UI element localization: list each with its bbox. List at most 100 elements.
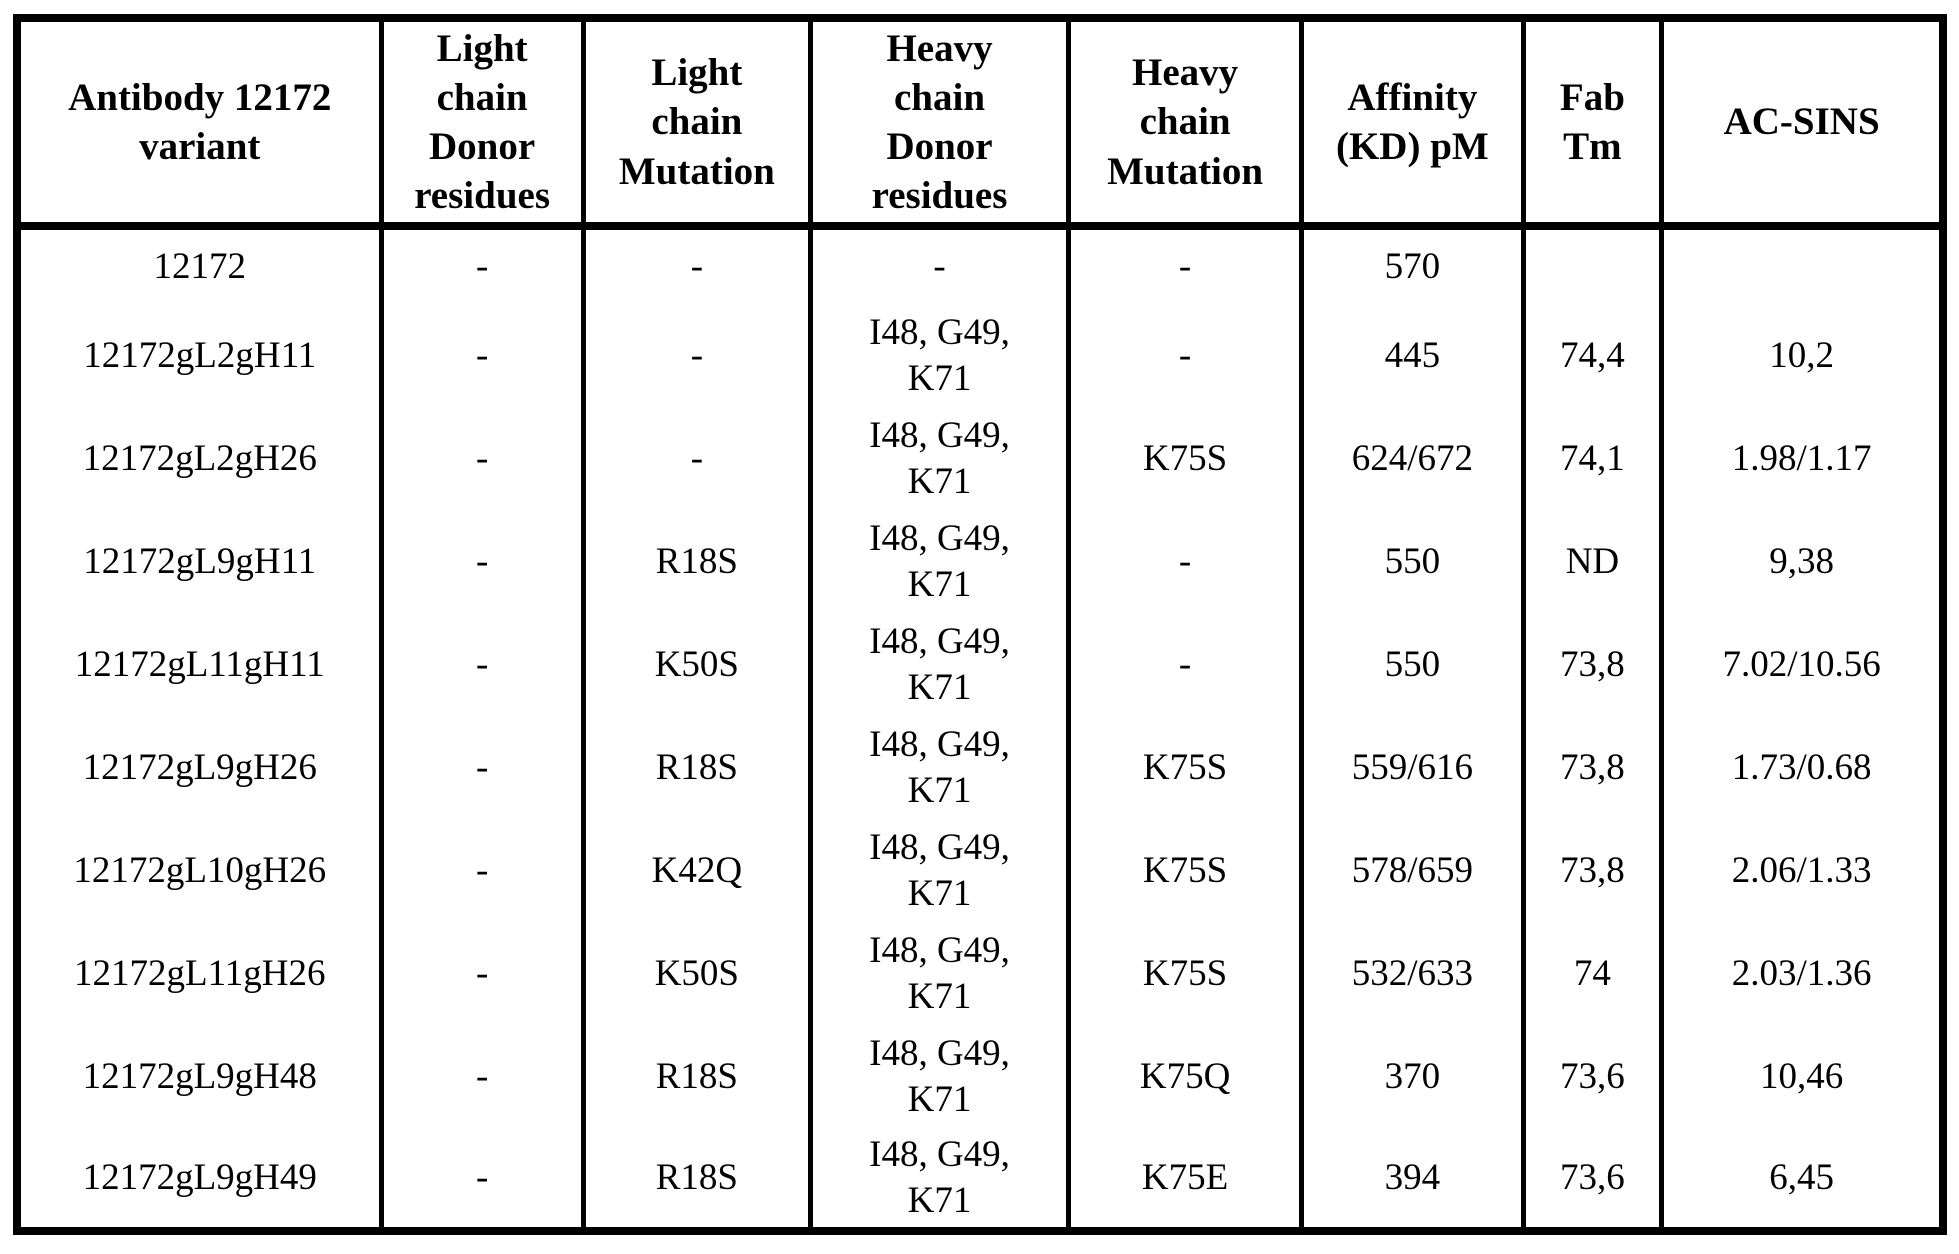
hc-mutation-cell: K75S bbox=[1066, 716, 1305, 819]
hc-mutation-cell: - bbox=[1066, 613, 1305, 716]
column-header-variant: Antibody 12172 variant bbox=[14, 18, 384, 230]
fab-tm-cell: 73,6 bbox=[1520, 1025, 1665, 1128]
table-row: 12172gL2gH11- - I48, G49, K71-445 74,4 10,2 bbox=[14, 304, 1946, 407]
variant-cell: 12172gL11gH11 bbox=[14, 613, 384, 716]
hc-mutation-cell: - bbox=[1066, 304, 1305, 407]
variant-cell: 12172gL2gH11 bbox=[14, 304, 384, 407]
fab-tm-cell: 74,4 bbox=[1520, 304, 1665, 407]
table-row: 12172gL11gH26- K50S I48, G49, K71 K75S 532/6… bbox=[14, 922, 1946, 1025]
antibody-variants-table: Antibody 12172 variant Light chain Donor… bbox=[13, 14, 1947, 1235]
lc-donor-residues-cell: - bbox=[378, 1128, 586, 1231]
lc-mutation-cell: - bbox=[580, 407, 813, 510]
lc-mutation-cell: R18S bbox=[580, 1128, 813, 1231]
table-row: 12172- - - -570 bbox=[14, 226, 1946, 304]
column-header-ac-sins: AC-SINS bbox=[1659, 18, 1946, 230]
header-row: Antibody 12172 variant Light chain Donor… bbox=[14, 18, 1946, 230]
hc-donor-residues-cell: I48, G49, K71 bbox=[807, 716, 1072, 819]
hc-donor-residues-cell: I48, G49, K71 bbox=[807, 922, 1072, 1025]
affinity-kd-pm-cell: 550 bbox=[1299, 510, 1526, 613]
ac-sins-cell bbox=[1659, 226, 1946, 304]
hc-donor-residues-cell: I48, G49, K71 bbox=[807, 1025, 1072, 1128]
table-row: 12172gL11gH11- K50S I48, G49, K71-550 73,8 7… bbox=[14, 613, 1946, 716]
hc-mutation-cell: K75Q bbox=[1066, 1025, 1305, 1128]
hc-donor-residues-cell: I48, G49, K71 bbox=[807, 1128, 1072, 1231]
affinity-kd-pm-cell: 559/616 bbox=[1299, 716, 1526, 819]
lc-mutation-cell: R18S bbox=[580, 1025, 813, 1128]
ac-sins-cell: 2.06/1.33 bbox=[1659, 819, 1946, 922]
hc-donor-residues-cell: I48, G49, K71 bbox=[807, 819, 1072, 922]
variant-cell: 12172gL9gH11 bbox=[14, 510, 384, 613]
lc-donor-residues-cell: - bbox=[378, 613, 586, 716]
lc-donor-residues-cell: - bbox=[378, 716, 586, 819]
lc-donor-residues-cell: - bbox=[378, 226, 586, 304]
lc-mutation-cell: R18S bbox=[580, 716, 813, 819]
lc-mutation-cell: K50S bbox=[580, 613, 813, 716]
column-header-fab-tm: Fab Tm bbox=[1520, 18, 1665, 230]
lc-mutation-cell: K50S bbox=[580, 922, 813, 1025]
fab-tm-cell: 74,1 bbox=[1520, 407, 1665, 510]
hc-donor-residues-cell: I48, G49, K71 bbox=[807, 304, 1072, 407]
variant-cell: 12172gL2gH26 bbox=[14, 407, 384, 510]
lc-donor-residues-cell: - bbox=[378, 819, 586, 922]
table-row: 12172gL9gH11- R18S I48, G49, K71-550 ND 9,38 bbox=[14, 510, 1946, 613]
column-header-lc-mutation: Light chain Mutation bbox=[580, 18, 813, 230]
column-header-affinity-kd-pm: Affinity (KD) pM bbox=[1299, 18, 1526, 230]
affinity-kd-pm-cell: 624/672 bbox=[1299, 407, 1526, 510]
lc-donor-residues-cell: - bbox=[378, 304, 586, 407]
fab-tm-cell: ND bbox=[1520, 510, 1665, 613]
hc-mutation-cell: K75S bbox=[1066, 407, 1305, 510]
hc-donor-residues-cell: I48, G49, K71 bbox=[807, 407, 1072, 510]
lc-donor-residues-cell: - bbox=[378, 1025, 586, 1128]
ac-sins-cell: 2.03/1.36 bbox=[1659, 922, 1946, 1025]
ac-sins-cell: 10,2 bbox=[1659, 304, 1946, 407]
lc-donor-residues-cell: - bbox=[378, 407, 586, 510]
lc-mutation-cell: K42Q bbox=[580, 819, 813, 922]
lc-mutation-cell: - bbox=[580, 304, 813, 407]
lc-mutation-cell: - bbox=[580, 226, 813, 304]
hc-mutation-cell: - bbox=[1066, 510, 1305, 613]
lc-mutation-cell: R18S bbox=[580, 510, 813, 613]
ac-sins-cell: 1.98/1.17 bbox=[1659, 407, 1946, 510]
affinity-kd-pm-cell: 394 bbox=[1299, 1128, 1526, 1231]
table-row: 12172gL9gH26- R18S I48, G49, K71 K75S 559/61… bbox=[14, 716, 1946, 819]
variant-cell: 12172gL9gH26 bbox=[14, 716, 384, 819]
affinity-kd-pm-cell: 578/659 bbox=[1299, 819, 1526, 922]
hc-donor-residues-cell: - bbox=[807, 226, 1072, 304]
column-header-hc-mutation: Heavy chain Mutation bbox=[1066, 18, 1305, 230]
variant-cell: 12172 bbox=[14, 226, 384, 304]
table-row: 12172gL2gH26- - I48, G49, K71 K75S 624/672 74… bbox=[14, 407, 1946, 510]
affinity-kd-pm-cell: 532/633 bbox=[1299, 922, 1526, 1025]
affinity-kd-pm-cell: 550 bbox=[1299, 613, 1526, 716]
affinity-kd-pm-cell: 445 bbox=[1299, 304, 1526, 407]
table-row: 12172gL9gH49- R18S I48, G49, K71 K75E 394 73,… bbox=[14, 1128, 1946, 1231]
table-row: 12172gL9gH48- R18S I48, G49, K71 K75Q 370 73,… bbox=[14, 1025, 1946, 1128]
fab-tm-cell: 73,8 bbox=[1520, 613, 1665, 716]
ac-sins-cell: 6,45 bbox=[1659, 1128, 1946, 1231]
fab-tm-cell bbox=[1520, 226, 1665, 304]
variant-cell: 12172gL9gH49 bbox=[14, 1128, 384, 1231]
column-header-lc-donor-residues: Light chain Donor residues bbox=[378, 18, 586, 230]
column-header-hc-donor-residues: Heavy chain Donor residues bbox=[807, 18, 1072, 230]
variant-cell: 12172gL9gH48 bbox=[14, 1025, 384, 1128]
lc-donor-residues-cell: - bbox=[378, 510, 586, 613]
affinity-kd-pm-cell: 570 bbox=[1299, 226, 1526, 304]
hc-donor-residues-cell: I48, G49, K71 bbox=[807, 510, 1072, 613]
variant-cell: 12172gL10gH26 bbox=[14, 819, 384, 922]
hc-mutation-cell: K75S bbox=[1066, 922, 1305, 1025]
variant-cell: 12172gL11gH26 bbox=[14, 922, 384, 1025]
ac-sins-cell: 10,46 bbox=[1659, 1025, 1946, 1128]
table-row: 12172gL10gH26- K42Q I48, G49, K71 K75S 578/6… bbox=[14, 819, 1946, 922]
fab-tm-cell: 73,6 bbox=[1520, 1128, 1665, 1231]
hc-mutation-cell: K75S bbox=[1066, 819, 1305, 922]
fab-tm-cell: 74 bbox=[1520, 922, 1665, 1025]
lc-donor-residues-cell: - bbox=[378, 922, 586, 1025]
hc-donor-residues-cell: I48, G49, K71 bbox=[807, 613, 1072, 716]
hc-mutation-cell: K75E bbox=[1066, 1128, 1305, 1231]
fab-tm-cell: 73,8 bbox=[1520, 819, 1665, 922]
ac-sins-cell: 1.73/0.68 bbox=[1659, 716, 1946, 819]
affinity-kd-pm-cell: 370 bbox=[1299, 1025, 1526, 1128]
ac-sins-cell: 9,38 bbox=[1659, 510, 1946, 613]
hc-mutation-cell: - bbox=[1066, 226, 1305, 304]
fab-tm-cell: 73,8 bbox=[1520, 716, 1665, 819]
